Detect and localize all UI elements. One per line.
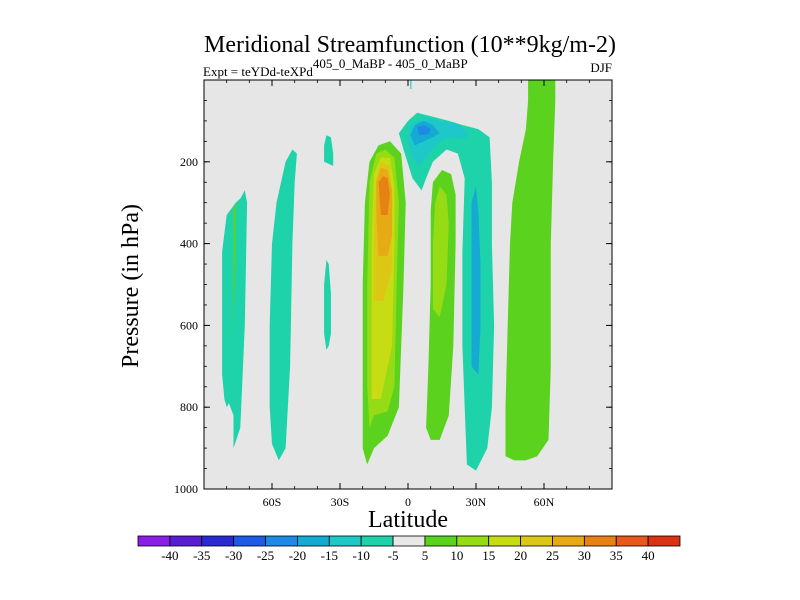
colorbar-swatch xyxy=(233,535,266,547)
colorbar: -40 -35 -30 -25 -20 -15 -10 -5 5 10 15 20 25 30 35 40 xyxy=(137,535,681,563)
y-tick-label: 600 xyxy=(180,318,198,332)
contour-region-11 xyxy=(398,112,495,471)
colorbar-swatch xyxy=(360,535,394,547)
colorbar-swatch xyxy=(328,535,362,547)
contour-region-14 xyxy=(417,125,431,136)
colorbar-swatch xyxy=(488,535,521,547)
y-axis: 200 400 600 800 1000 xyxy=(174,100,612,496)
colorbar-swatch xyxy=(392,535,426,547)
y-tick-label: 800 xyxy=(180,400,198,414)
colorbar-label: 5 xyxy=(422,548,429,563)
contour-region-2 xyxy=(269,149,297,461)
colorbar-swatch xyxy=(137,535,171,547)
colorbar-swatch xyxy=(456,535,490,547)
colorbar-swatch xyxy=(520,535,553,547)
plot-area: 60S 30S 0 30N 60N 200 400 600 800 1000 xyxy=(174,79,613,509)
x-tick-label: 60S xyxy=(263,495,282,509)
colorbar-label: -35 xyxy=(193,548,210,563)
colorbar-label: 35 xyxy=(610,548,623,563)
colorbar-label: 25 xyxy=(546,548,559,563)
y-tick-label: 200 xyxy=(180,155,198,169)
season-label: DJF xyxy=(590,60,612,75)
colorbar-swatch xyxy=(201,535,235,547)
colorbar-label: 10 xyxy=(450,548,463,563)
x-tick-label: 30S xyxy=(331,495,350,509)
y-tick-label: 1000 xyxy=(174,482,198,496)
contour-region-10 xyxy=(378,176,390,215)
colorbar-swatch xyxy=(615,535,649,547)
x-tick-label: 0 xyxy=(405,495,411,509)
colorbar-swatch xyxy=(297,535,330,547)
colorbar-swatch xyxy=(647,535,681,547)
x-axis-label: Latitude xyxy=(368,507,448,533)
x-tick-label: 60N xyxy=(534,495,555,509)
contour-region-3 xyxy=(324,135,334,166)
contour-region-19 xyxy=(410,80,412,89)
colorbar-label: -25 xyxy=(257,548,274,563)
colorbar-label: 20 xyxy=(514,548,527,563)
contour-region-4 xyxy=(324,260,331,350)
y-axis-label: Pressure (in hPa) xyxy=(118,204,144,368)
colorbar-swatch xyxy=(265,535,298,547)
chart-subtitle: Expt = teYDd-teXPd405_0_MaBP - 405_0_MaB… xyxy=(203,56,468,79)
colorbar-swatch xyxy=(424,535,458,547)
colorbar-label: -15 xyxy=(321,548,338,563)
colorbar-label: -10 xyxy=(353,548,370,563)
colorbar-swatch xyxy=(169,535,203,547)
colorbar-swatch xyxy=(552,535,585,547)
contour-region-17 xyxy=(432,186,449,318)
colorbar-swatch xyxy=(583,535,617,547)
colorbar-label: 15 xyxy=(482,548,495,563)
colorbar-label: -40 xyxy=(161,548,178,563)
x-axis: 60S 30S 0 30N 60N xyxy=(203,80,613,509)
colorbar-label: -20 xyxy=(289,548,306,563)
colorbar-label: -5 xyxy=(388,548,399,563)
contour-layer xyxy=(222,80,556,471)
colorbar-label: 40 xyxy=(642,548,655,563)
contour-region-15 xyxy=(471,186,481,375)
chart-title: Meridional Streamfunction (10**9kg/m-2) xyxy=(204,32,616,58)
colorbar-label: -30 xyxy=(225,548,242,563)
contour-region-18 xyxy=(505,80,556,461)
contour-region-1 xyxy=(233,202,238,397)
subtitle-superscript: 405_0_MaBP - 405_0_MaBP xyxy=(313,56,468,71)
contour-region-0 xyxy=(222,190,248,449)
x-tick-label: 30N xyxy=(466,495,487,509)
y-tick-label: 400 xyxy=(180,237,198,251)
colorbar-label: 30 xyxy=(578,548,591,563)
subtitle-prefix: Expt = teYDd-teXPd xyxy=(203,64,313,79)
